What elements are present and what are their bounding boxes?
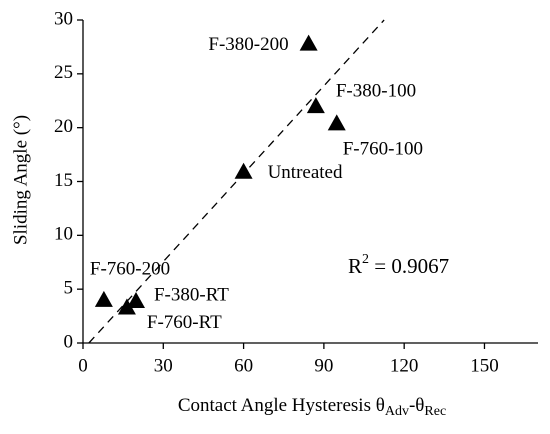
data-point [234, 162, 253, 179]
y-tick-label: 15 [54, 170, 73, 191]
annotation-text: R [348, 254, 362, 278]
x-tick-label: 0 [78, 355, 88, 376]
y-tick-label: 30 [54, 8, 73, 29]
y-tick-label: 25 [54, 62, 73, 83]
y-tick-label: 20 [54, 116, 73, 137]
data-point [117, 298, 136, 315]
data-point [126, 292, 145, 309]
x-label-sub: Adv [385, 404, 409, 419]
point-label: F-380-200 [208, 34, 288, 55]
point-label: F-760-200 [90, 258, 170, 279]
point-label: F-760-100 [343, 139, 423, 160]
point-label: Untreated [268, 162, 343, 183]
x-label-sub: Rec [424, 404, 446, 419]
point-label: F-760-RT [147, 312, 222, 333]
x-tick-label: 150 [470, 355, 499, 376]
trendline [88, 19, 385, 344]
annotation: R2 = 0.9067 [348, 252, 449, 278]
x-tick-label: 90 [314, 355, 333, 376]
data-point [94, 290, 113, 307]
data-point [299, 34, 318, 51]
x-label-text: Contact Angle Hysteresis θ [178, 395, 385, 416]
x-tick-label: 60 [234, 355, 253, 376]
y-tick-label: 0 [64, 331, 74, 352]
y-axis-label: Sliding Angle (°) [10, 115, 31, 245]
annotation-text: = 0.9067 [369, 254, 449, 278]
x-axis-label: Contact Angle Hysteresis θAdv-θRec [178, 395, 446, 419]
y-tick-label: 5 [64, 278, 74, 299]
annotation-sup: 2 [362, 252, 369, 267]
x-tick-label: 120 [390, 355, 419, 376]
x-label-text: -θ [409, 395, 424, 416]
x-tick-label: 30 [154, 355, 173, 376]
y-tick-label: 10 [54, 224, 73, 245]
point-label: F-380-RT [154, 284, 229, 305]
data-point [327, 114, 346, 131]
point-label: F-380-100 [336, 80, 416, 101]
data-point [306, 97, 325, 114]
